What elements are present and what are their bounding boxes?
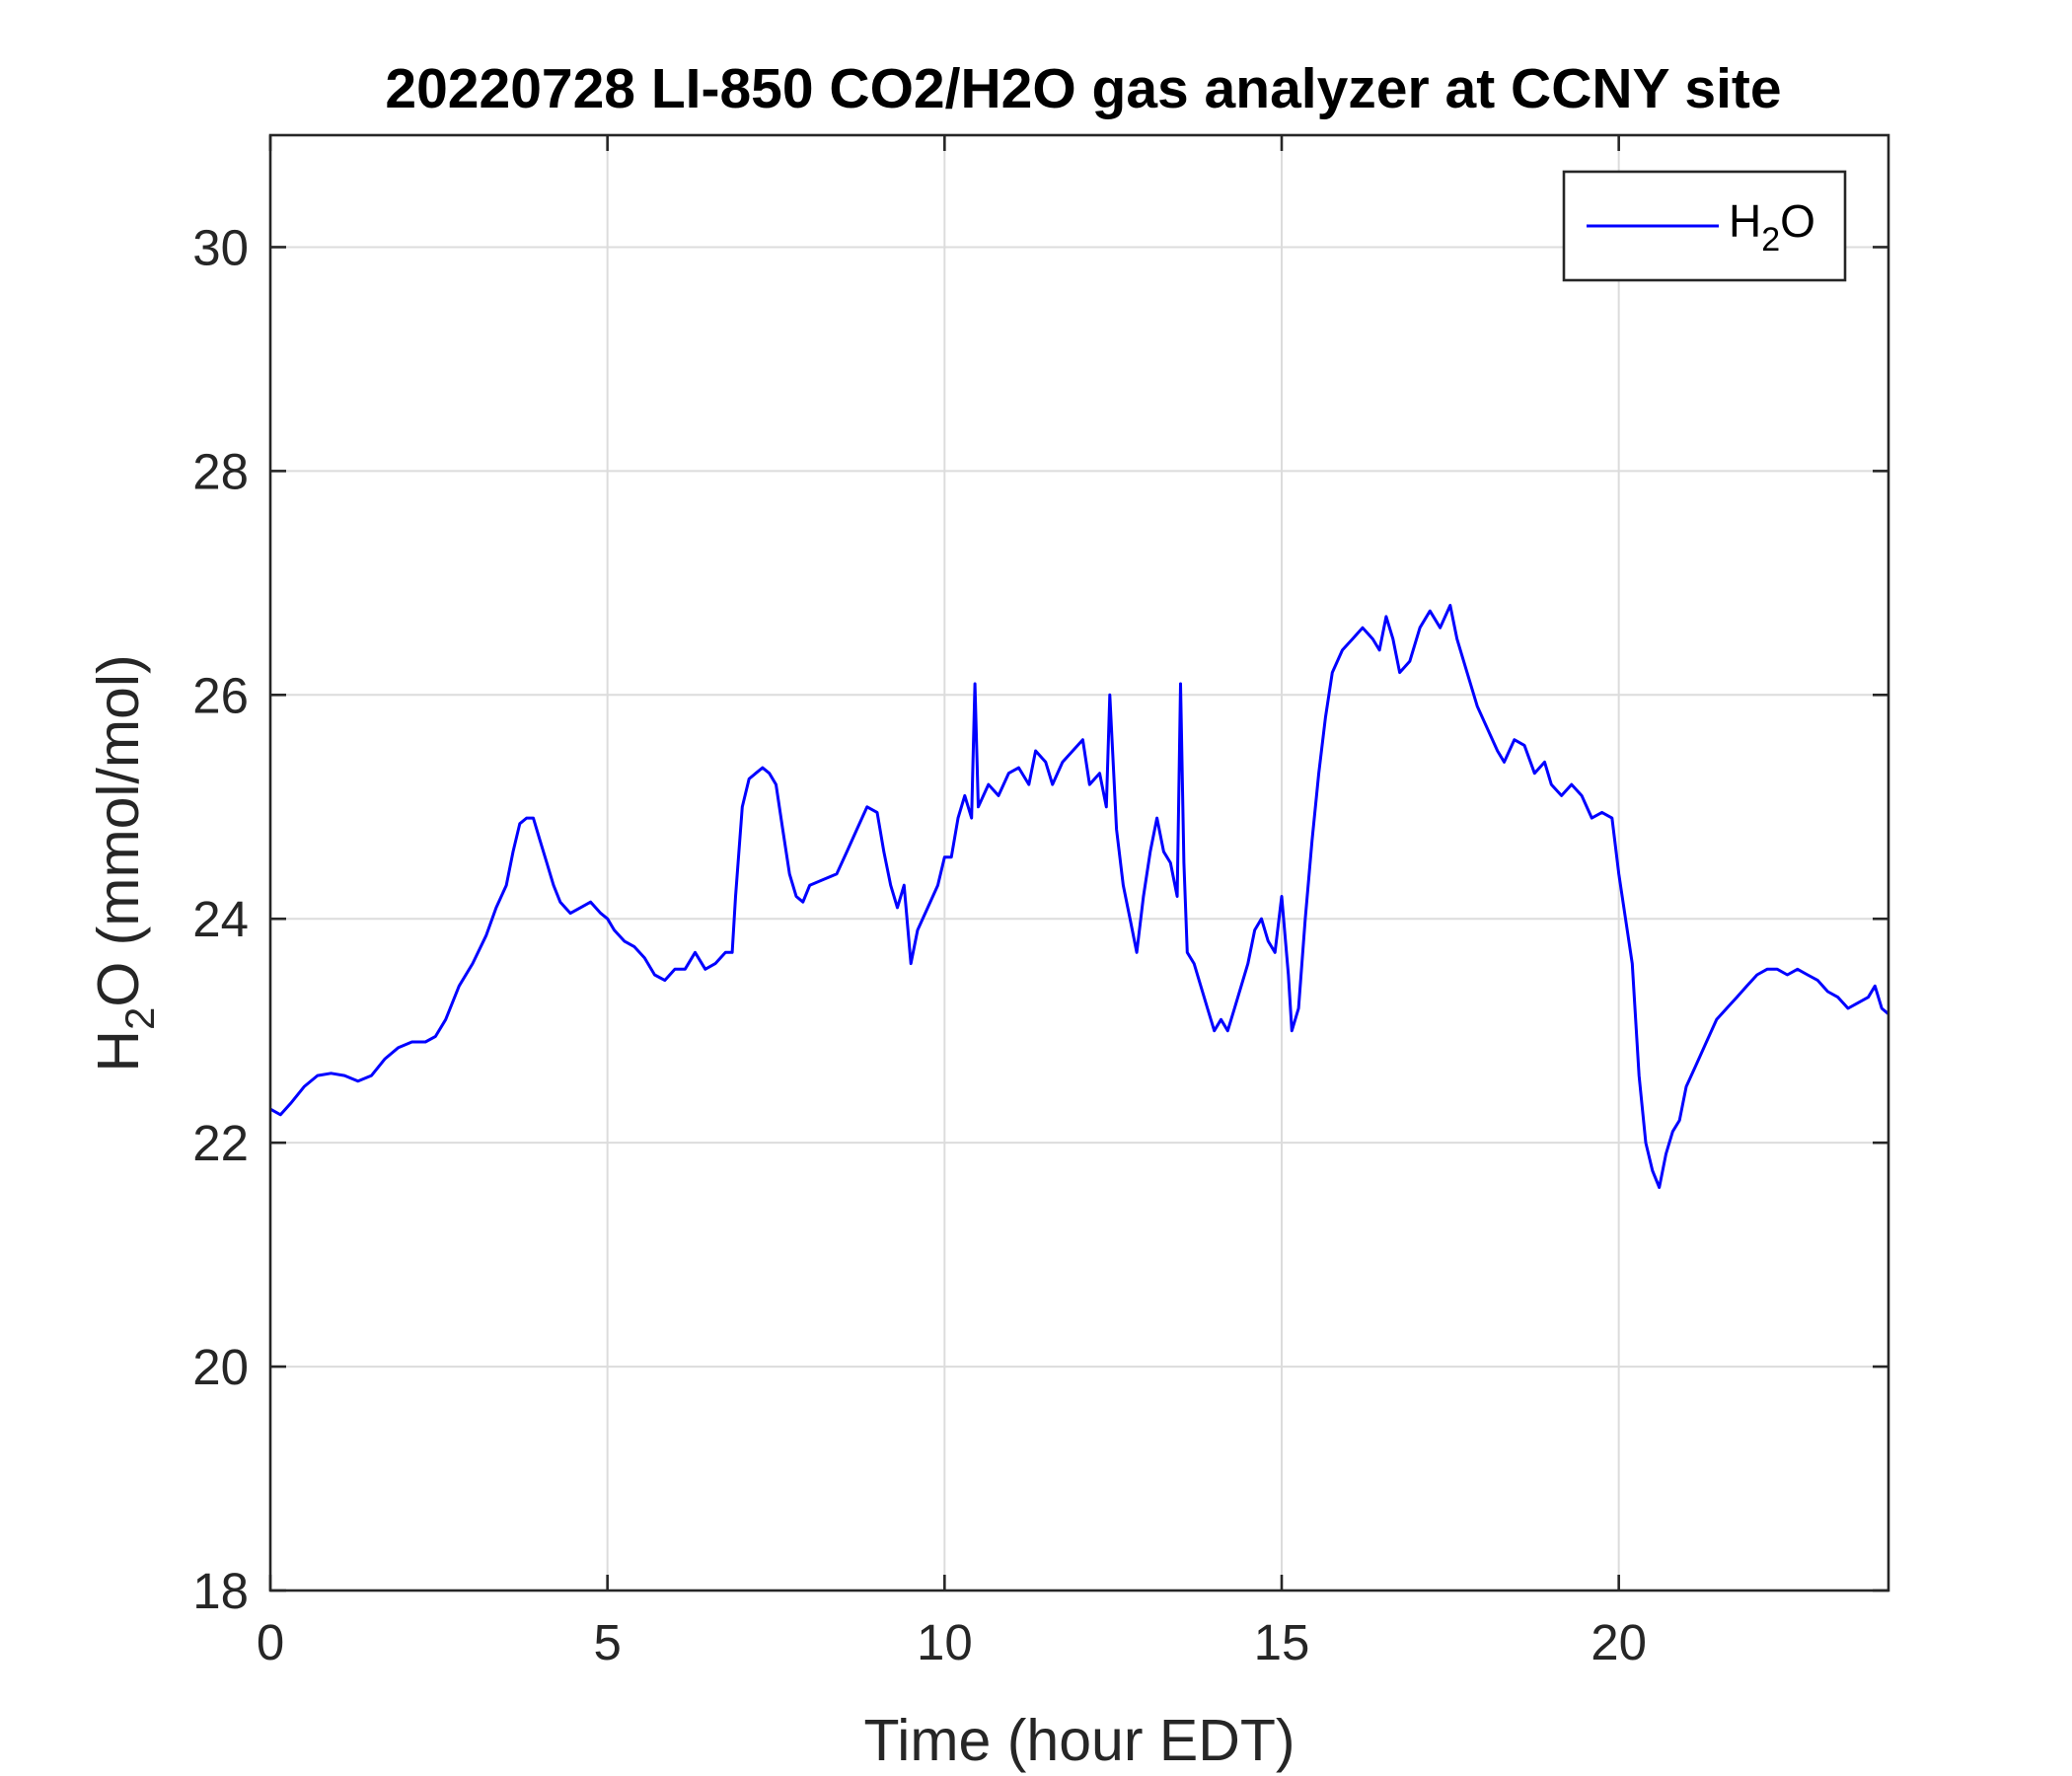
- tick-labels: 0 5 10 15 20 18 20 22 24 26 28 30: [192, 219, 1647, 1670]
- x-axis-label: Time (hour EDT): [863, 1708, 1295, 1773]
- legend-label-main: H: [1729, 195, 1761, 247]
- plot-area: [269, 604, 1889, 1189]
- chart-title: 20220728 LI-850 CO2/H2O gas analyzer at …: [385, 57, 1781, 120]
- legend-label-rest: O: [1780, 195, 1815, 247]
- x-tick-label: 0: [257, 1614, 284, 1670]
- y-tick-label: 22: [192, 1115, 249, 1171]
- tick-marks: [268, 135, 1888, 1592]
- legend: H2O: [1562, 170, 1847, 282]
- y-tick-label: 26: [192, 667, 249, 723]
- legend-label: H2O: [1729, 195, 1815, 259]
- y-tick-label: 18: [192, 1563, 249, 1619]
- x-tick-label: 10: [917, 1614, 973, 1670]
- y-tick-label: 20: [192, 1339, 249, 1395]
- svg-text:H2O (mmol/mol): H2O (mmol/mol): [86, 654, 163, 1072]
- series-line-h2o: [269, 604, 1889, 1189]
- y-tick-label: 24: [192, 891, 249, 947]
- x-tick-label: 20: [1591, 1614, 1647, 1670]
- y-tick-label: 28: [192, 443, 249, 499]
- y-axis-label: H2O (mmol/mol): [86, 654, 163, 1072]
- legend-label-sub: 2: [1761, 221, 1780, 259]
- axes-box: [268, 133, 1890, 1592]
- y-axis-label-main: H: [86, 1030, 151, 1073]
- y-axis-label-sub: 2: [116, 1007, 163, 1030]
- x-tick-label: 15: [1254, 1614, 1310, 1670]
- y-tick-label: 30: [192, 219, 249, 275]
- y-axis-label-rest: O (mmol/mol): [86, 654, 151, 1006]
- x-tick-label: 5: [593, 1614, 621, 1670]
